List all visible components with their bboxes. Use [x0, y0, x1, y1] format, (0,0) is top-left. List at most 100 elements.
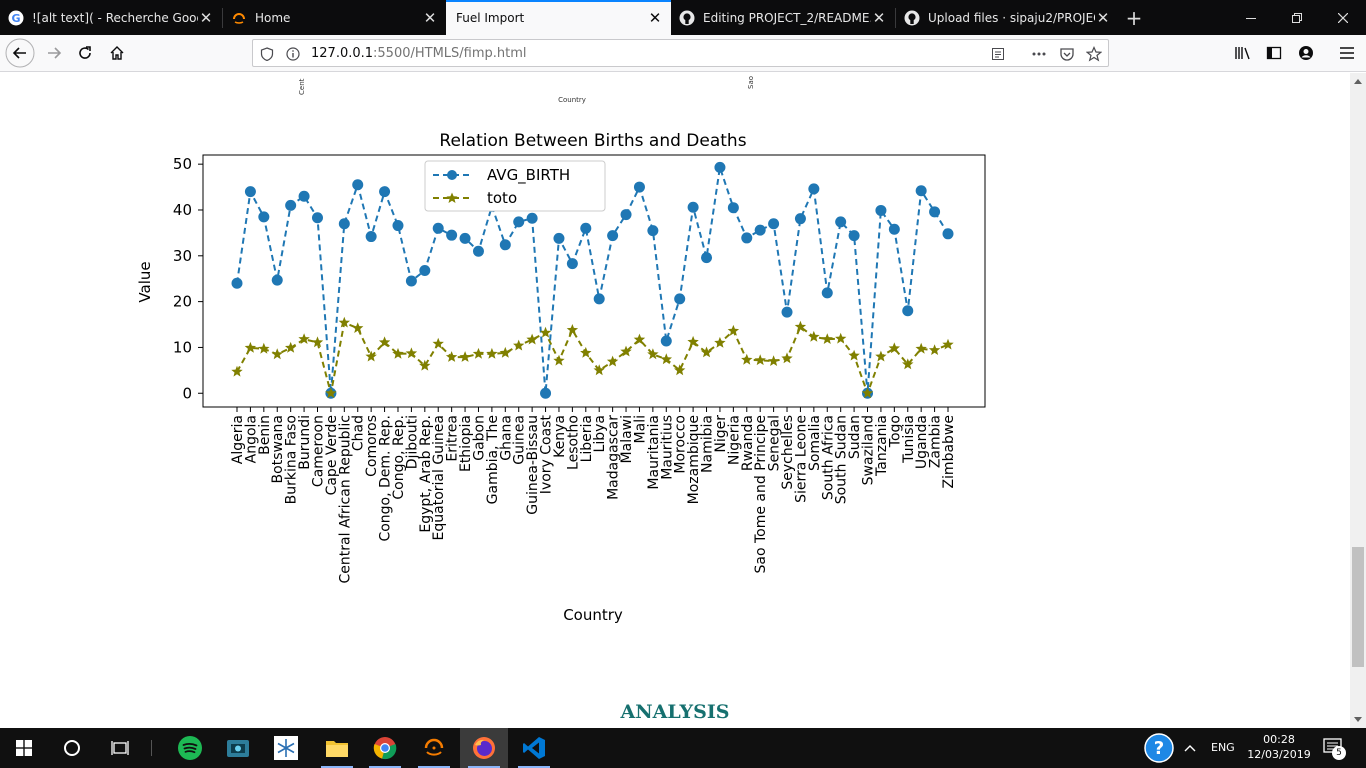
taskbar-firefox[interactable]	[460, 728, 508, 768]
forward-button[interactable]	[38, 38, 70, 68]
taskbar-snowflake-app[interactable]	[262, 728, 310, 768]
data-point	[928, 344, 941, 355]
reader-view-icon[interactable]	[988, 44, 1008, 64]
legend-marker-toto	[446, 192, 458, 203]
data-point	[781, 352, 793, 364]
vertical-scrollbar[interactable]	[1350, 73, 1366, 728]
close-tab-icon[interactable]: ✕	[648, 8, 662, 27]
url-bar[interactable]: 127.0.0.1:5500/HTMLS/fimp.html	[252, 39, 1109, 67]
tab-fuel-import[interactable]: Fuel Import ✕	[446, 0, 671, 35]
show-hidden-icons-chevron-icon[interactable]	[1183, 741, 1197, 755]
taskbar-vscode[interactable]	[510, 728, 558, 768]
data-point	[231, 365, 243, 377]
x-tick-label: Zimbabwe	[941, 415, 957, 489]
data-point	[915, 342, 927, 354]
account-button[interactable]	[1290, 38, 1322, 68]
clock-time: 00:28	[1263, 733, 1295, 746]
close-tab-icon[interactable]: ✕	[1096, 8, 1110, 27]
tab-upload-files[interactable]: Upload files · sipaju2/PROJECT_ ✕	[896, 0, 1119, 35]
chrome-icon	[373, 737, 397, 760]
restore-icon[interactable]	[1274, 0, 1320, 35]
close-tab-icon[interactable]: ✕	[199, 8, 213, 27]
x-tick-label: Botswana	[270, 415, 286, 483]
data-point	[379, 186, 391, 198]
taskbar-spotify[interactable]	[166, 728, 214, 768]
data-point	[499, 239, 511, 251]
data-point	[392, 220, 404, 232]
page-actions-icon[interactable]	[1029, 44, 1049, 64]
x-tick-label: Equatorial Guinea	[431, 415, 447, 540]
close-tab-icon[interactable]: ✕	[423, 8, 437, 27]
data-point	[714, 336, 726, 348]
library-button[interactable]	[1227, 38, 1259, 68]
cortana-search-button[interactable]	[48, 728, 96, 768]
data-point	[835, 216, 847, 228]
data-point	[311, 336, 324, 348]
data-point	[593, 293, 605, 305]
legend-label-toto: toto	[487, 189, 517, 207]
taskbar-camera-app[interactable]	[214, 728, 262, 768]
x-tick-label: Morocco	[673, 415, 689, 474]
action-center-button[interactable]: 5	[1322, 736, 1348, 760]
sidebar-button[interactable]	[1258, 38, 1290, 68]
data-point	[674, 293, 686, 305]
y-tick-label: 20	[173, 293, 192, 311]
data-point	[526, 333, 538, 345]
data-point	[902, 358, 914, 370]
data-point	[633, 333, 646, 345]
data-point	[244, 186, 256, 198]
x-tick-label: Gambia, The	[485, 415, 501, 504]
tab-google-search[interactable]: G ![alt text]( - Recherche Google ✕	[0, 0, 222, 35]
back-button[interactable]	[4, 38, 36, 68]
x-tick-label: Chad	[351, 415, 367, 451]
new-tab-button[interactable]: +	[1125, 5, 1143, 30]
help-icon[interactable]: ?	[1143, 732, 1175, 764]
close-window-icon[interactable]	[1320, 0, 1366, 35]
data-point	[325, 387, 337, 399]
cortana-circle-icon	[64, 740, 80, 756]
data-point	[298, 190, 310, 202]
site-info-icon[interactable]	[283, 44, 303, 64]
x-tick-label: Namibia	[700, 415, 716, 473]
x-tick-label: Rwanda	[740, 415, 756, 471]
data-point	[687, 335, 699, 347]
bookmark-star-icon[interactable]	[1084, 44, 1104, 64]
data-point	[794, 213, 806, 225]
folder-icon	[326, 741, 348, 757]
windows-taskbar: ? ENG 00:28 12/03/2019 5	[0, 728, 1366, 768]
taskbar-orange-app[interactable]	[410, 728, 458, 768]
system-clock[interactable]: 00:28 12/03/2019	[1244, 732, 1314, 762]
x-tick-label: Comoros	[364, 415, 380, 477]
pocket-icon[interactable]	[1057, 44, 1077, 64]
data-point	[432, 337, 444, 349]
camera-app-icon	[227, 740, 249, 757]
menu-button[interactable]	[1331, 38, 1363, 68]
close-tab-icon[interactable]: ✕	[872, 8, 886, 27]
tab-editing-readme[interactable]: Editing PROJECT_2/README.m ✕	[671, 0, 895, 35]
x-tick-label: Senegal	[767, 415, 783, 471]
tracking-shield-icon[interactable]	[257, 44, 277, 64]
taskbar-file-explorer[interactable]	[313, 728, 361, 768]
scroll-up-icon[interactable]	[1354, 79, 1362, 84]
scrollbar-thumb[interactable]	[1352, 547, 1364, 667]
scroll-down-icon[interactable]	[1354, 717, 1362, 722]
data-point	[540, 387, 552, 399]
x-tick-label: Sierra Leone	[793, 415, 809, 503]
home-button[interactable]	[101, 38, 133, 68]
data-point	[472, 245, 484, 257]
tab-home[interactable]: Home ✕	[223, 0, 446, 35]
x-tick-label: Gabon	[471, 415, 487, 461]
x-tick-label: Sao Tome and Principe	[753, 415, 769, 574]
forward-arrow-icon	[48, 47, 62, 59]
minimize-icon[interactable]	[1228, 0, 1274, 35]
start-button[interactable]	[0, 728, 48, 768]
language-indicator[interactable]: ENG	[1211, 741, 1235, 754]
x-tick-label: Ghana	[498, 415, 514, 461]
taskbar-chrome[interactable]	[361, 728, 409, 768]
task-view-button[interactable]	[96, 728, 144, 768]
data-point	[727, 324, 740, 336]
data-point	[513, 339, 525, 351]
data-point	[432, 222, 444, 234]
data-point	[392, 347, 404, 359]
reload-button[interactable]	[69, 38, 101, 68]
